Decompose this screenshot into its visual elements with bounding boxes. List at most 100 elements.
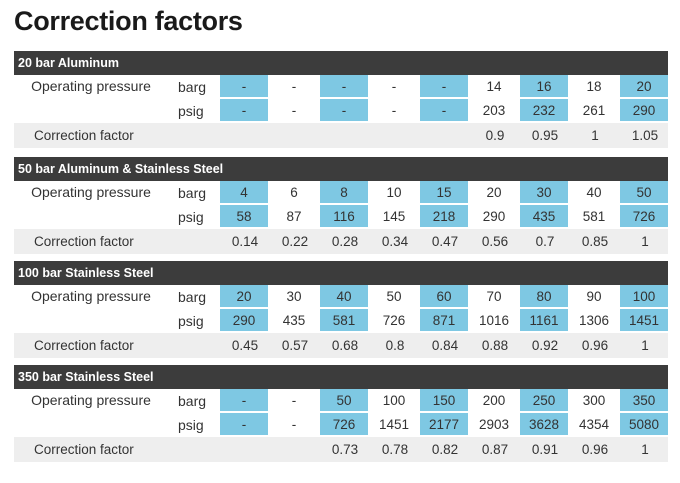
correction-factor-cell: 0.87 [481,442,509,457]
table-block: 100 bar Stainless Steel Operating pressur… [14,261,670,358]
correction-factor-row: Correction factor 0.73 0.78 0.82 0.87 0.91 0.9… [14,437,668,462]
correction-factor-cell: 0.7 [535,234,555,249]
barg-value-cell: 40 [320,285,370,309]
correction-factor-label: Correction factor [34,234,134,249]
correction-factor-cell: 0.57 [281,338,309,353]
pressure-grid: Operating pressure barg - -50 100 150 200 250 30… [14,389,670,437]
correction-factor-cell: 1.05 [631,128,659,143]
correction-factor-cell [220,437,270,462]
correction-factor-cell: 1 [591,128,599,143]
correction-factor-cell: 0.8 [385,338,405,353]
barg-unit-label: barg [170,181,220,205]
barg-value-cell: 250 [520,389,570,413]
psig-value-cell: 1306 [570,309,620,333]
correction-factor-cell: 0.82 [431,442,459,457]
correction-factor-cell [320,123,370,148]
psig-value-cell: 5080 [620,413,670,437]
barg-value-cell: 100 [620,285,670,309]
psig-value-cell: - [370,99,420,123]
correction-factor-label: Correction factor [34,442,134,457]
correction-factor-cell: 0.9 [485,128,505,143]
psig-value-cell: 1016 [470,309,520,333]
correction-factor-cell: 0.22 [281,234,309,249]
psig-value-cell: 1161 [520,309,570,333]
barg-value-cell: 70 [470,285,520,309]
barg-value-cell: 350 [620,389,670,413]
psig-value-cell: 581 [570,205,620,229]
psig-value-cell: 261 [570,99,620,123]
psig-value-cell: 145 [370,205,420,229]
correction-factor-cell: 0.92 [531,338,559,353]
barg-value-cell: 100 [370,389,420,413]
correction-factor-cell [220,123,270,148]
barg-value-cell: 90 [570,285,620,309]
psig-value-cell: 58 [220,205,270,229]
barg-unit-label: barg [170,75,220,99]
barg-value-cell: - [270,389,320,413]
psig-value-cell: 726 [370,309,420,333]
barg-value-cell: - [220,75,270,99]
barg-value-cell: 20 [620,75,670,99]
psig-value-cell: 1451 [370,413,420,437]
correction-factor-cell: 0.28 [331,234,359,249]
correction-factor-label: Correction factor [34,128,134,143]
correction-factor-cell: 0.78 [381,442,409,457]
psig-value-cell: 87 [270,205,320,229]
barg-value-cell: 150 [420,389,470,413]
psig-value-cell: 116 [320,205,370,229]
operating-pressure-label: Operating pressure [14,389,170,413]
barg-value-cell: - [420,75,470,99]
correction-factor-cell: 1 [641,442,649,457]
correction-factor-cell: 0.68 [331,338,359,353]
psig-value-cell: 435 [270,309,320,333]
barg-value-cell: 14 [470,75,520,99]
pressure-grid: Operating pressure barg 4 6 8 10 15 20 30 40 50 psi… [14,181,670,229]
psig-value-cell: 871 [420,309,470,333]
psig-value-cell: 581 [320,309,370,333]
psig-value-cell: - [270,413,320,437]
barg-value-cell: 50 [320,389,370,413]
barg-value-cell: - [220,389,270,413]
psig-value-cell: 2177 [420,413,470,437]
psig-value-cell: 2903 [470,413,520,437]
correction-factor-row: Correction factor 0.14 0.22 0.28 0.34 0.47 0.5… [14,229,668,254]
operating-pressure-label: Operating pressure [14,285,170,309]
psig-value-cell: 218 [420,205,470,229]
psig-value-cell: 232 [520,99,570,123]
psig-value-cell: 726 [620,205,670,229]
correction-factor-row: Correction factor 0.9 0.95 1 1.05 [14,123,668,148]
correction-factor-row: Correction factor 0.45 0.57 0.68 0.8 0.84 0.88… [14,333,668,358]
correction-factor-cell: 0.85 [581,234,609,249]
correction-factor-cell: 0.96 [581,338,609,353]
barg-value-cell: 16 [520,75,570,99]
correction-factor-cell: 0.56 [481,234,509,249]
pressure-grid: Operating pressure barg - - - - -14 16 18 20 psig -… [14,75,670,123]
correction-factor-cell [270,123,320,148]
barg-value-cell: 4 [220,181,270,205]
psig-value-cell: - [420,99,470,123]
correction-factor-cell: 1 [641,338,649,353]
psig-value-cell: 290 [470,205,520,229]
barg-value-cell: 15 [420,181,470,205]
barg-value-cell: 6 [270,181,320,205]
table-block-header: 50 bar Aluminum & Stainless Steel [14,157,668,181]
barg-value-cell: - [270,75,320,99]
psig-value-cell: 3628 [520,413,570,437]
barg-value-cell: 40 [570,181,620,205]
barg-value-cell: - [320,75,370,99]
correction-factor-cell: 0.84 [431,338,459,353]
barg-value-cell: 10 [370,181,420,205]
correction-factor-cell: 0.47 [431,234,459,249]
correction-factor-cell: 0.91 [531,442,559,457]
correction-factor-cell: 0.73 [331,442,359,457]
barg-value-cell: 50 [370,285,420,309]
correction-factor-cell: 0.96 [581,442,609,457]
barg-value-cell: 30 [270,285,320,309]
correction-factor-cell [270,437,320,462]
barg-value-cell: 50 [620,181,670,205]
psig-unit-label: psig [170,99,220,123]
psig-value-cell: 435 [520,205,570,229]
table-block: 20 bar Aluminum Operating pressure barg - - -… [14,51,670,148]
correction-factor-cell: 1 [641,234,649,249]
correction-factor-label: Correction factor [34,338,134,353]
